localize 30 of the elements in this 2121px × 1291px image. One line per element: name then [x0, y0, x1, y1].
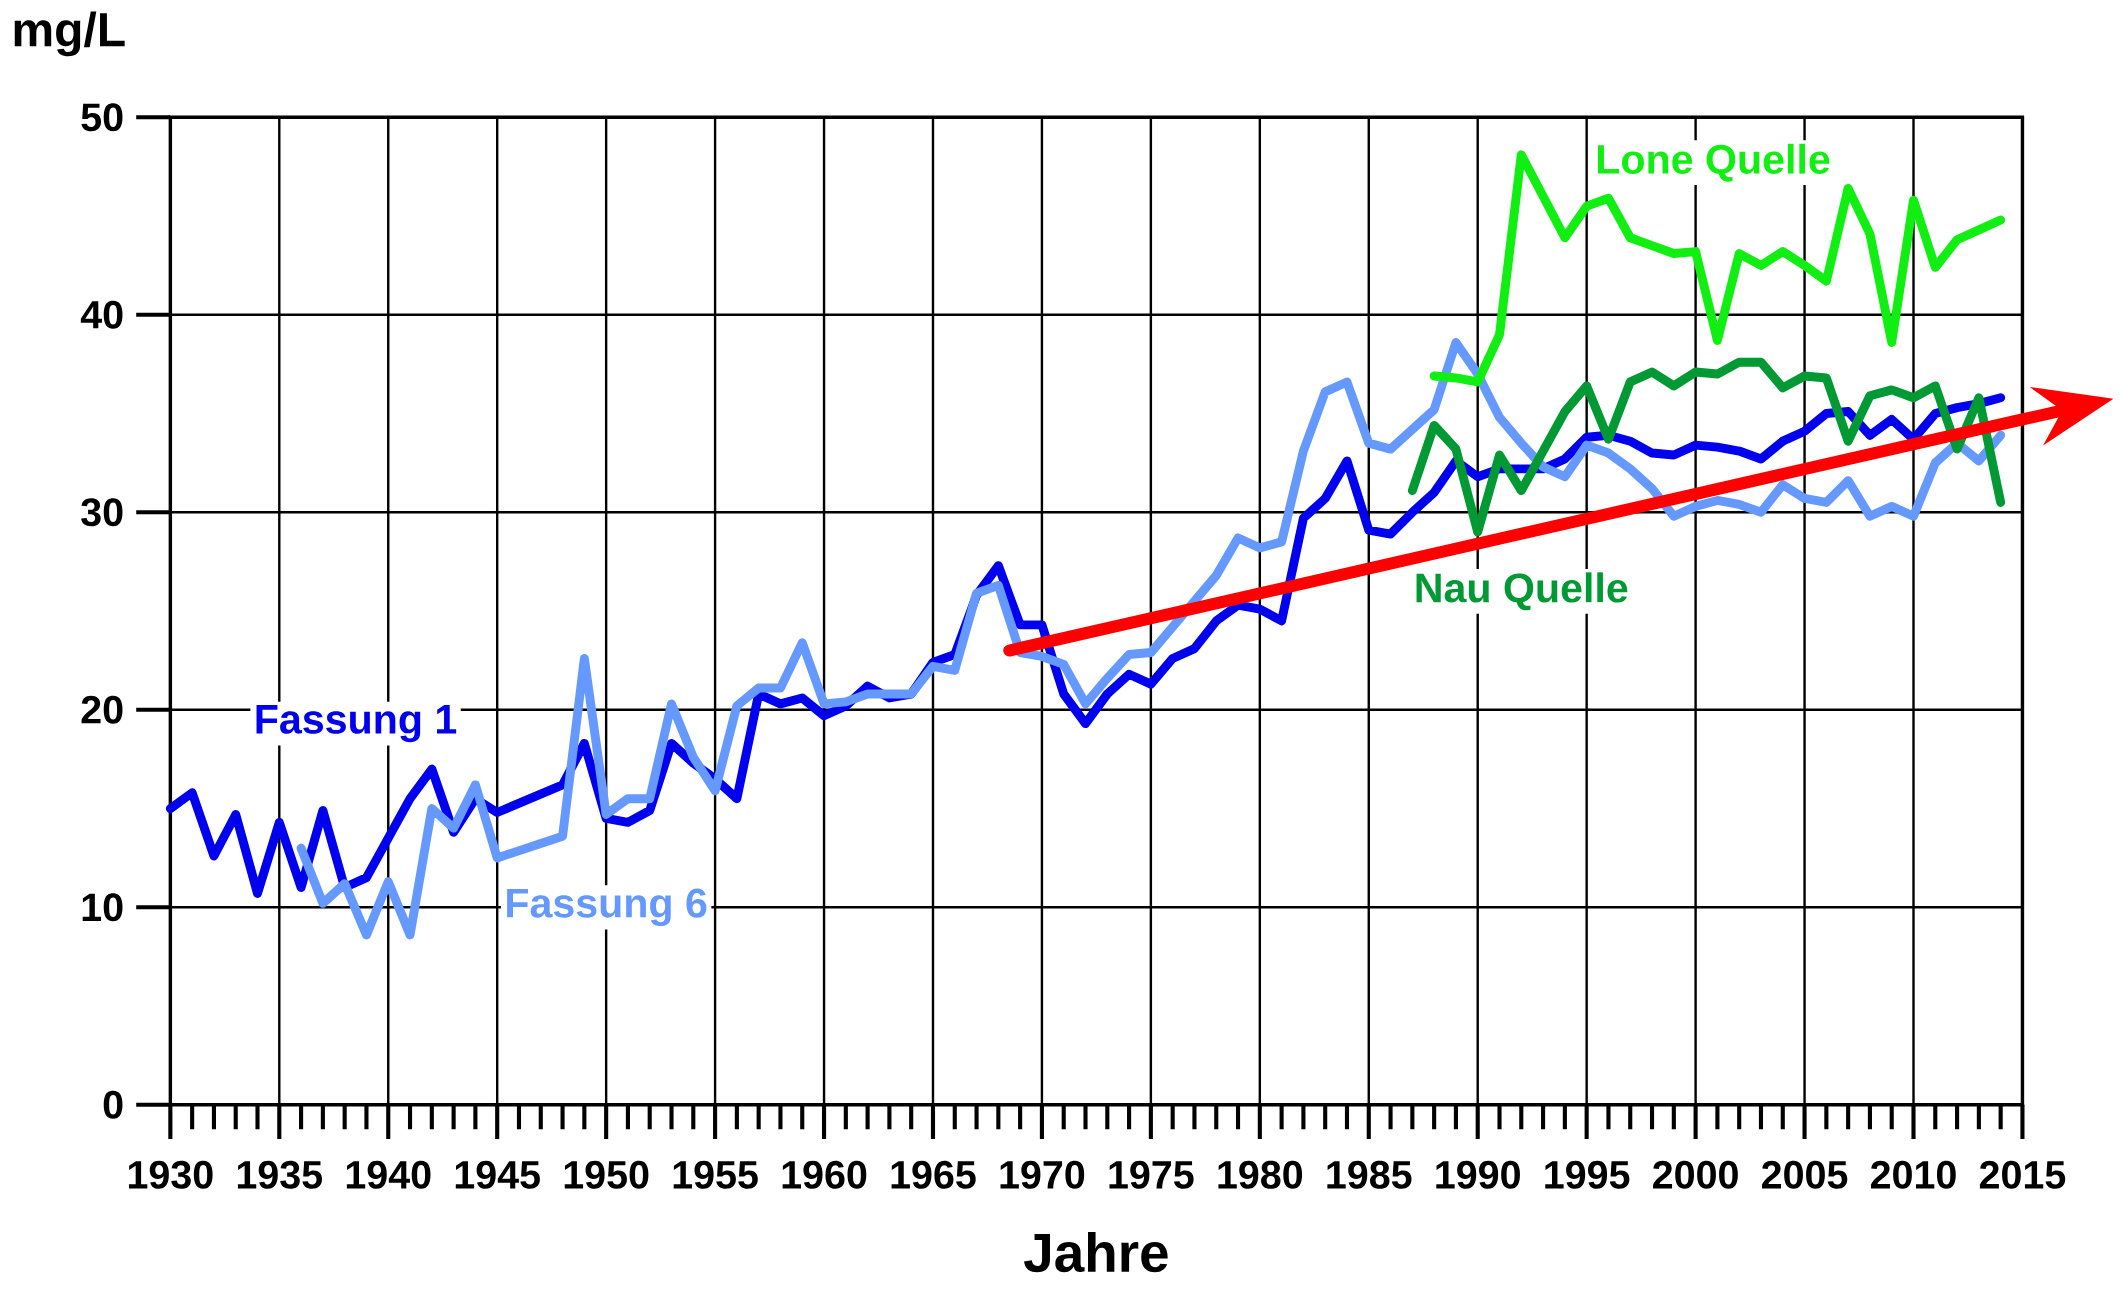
x-tick-label: 2000 [1653, 1160, 1738, 1189]
x-tick-label: 1940 [346, 1160, 431, 1189]
y-tick-label: 40 [80, 300, 123, 329]
x-tick-label: 2005 [1762, 1160, 1848, 1189]
y-tick-label: 20 [81, 695, 123, 724]
x-tick-label: 1970 [1000, 1160, 1085, 1189]
x-tick-label: 1950 [564, 1160, 649, 1189]
y-axis-title: mg/L [14, 11, 125, 57]
series-label: Fassung 6 [507, 888, 707, 926]
series-label: Fassung 1 [256, 705, 457, 743]
x-tick-label: 1980 [1218, 1160, 1303, 1189]
y-tick-label: 10 [82, 893, 123, 922]
x-tick-label: 2015 [1979, 1160, 2066, 1189]
series-label: Nau Quelle [1416, 572, 1628, 611]
x-tick-label: 1960 [782, 1160, 867, 1189]
y-tick-label: 30 [81, 498, 123, 527]
x-tick-label: 1930 [128, 1160, 213, 1189]
x-tick-label: 1990 [1436, 1160, 1520, 1189]
x-tick-label: 1935 [237, 1160, 323, 1189]
x-tick-label: 1945 [455, 1160, 540, 1189]
x-tick-label: 1955 [673, 1160, 758, 1189]
series-label: Lone Quelle [1598, 143, 1830, 182]
x-axis-title: Jahre [1023, 1231, 1168, 1273]
x-tick-label: 1995 [1545, 1160, 1630, 1189]
x-tick-label: 1975 [1109, 1160, 1194, 1189]
x-tick-label: 1985 [1327, 1160, 1412, 1189]
x-tick-label: 1965 [891, 1160, 976, 1189]
y-tick-label: 0 [103, 1090, 123, 1119]
y-tick-label: 50 [81, 103, 123, 132]
x-tick-label: 2010 [1870, 1160, 1956, 1189]
